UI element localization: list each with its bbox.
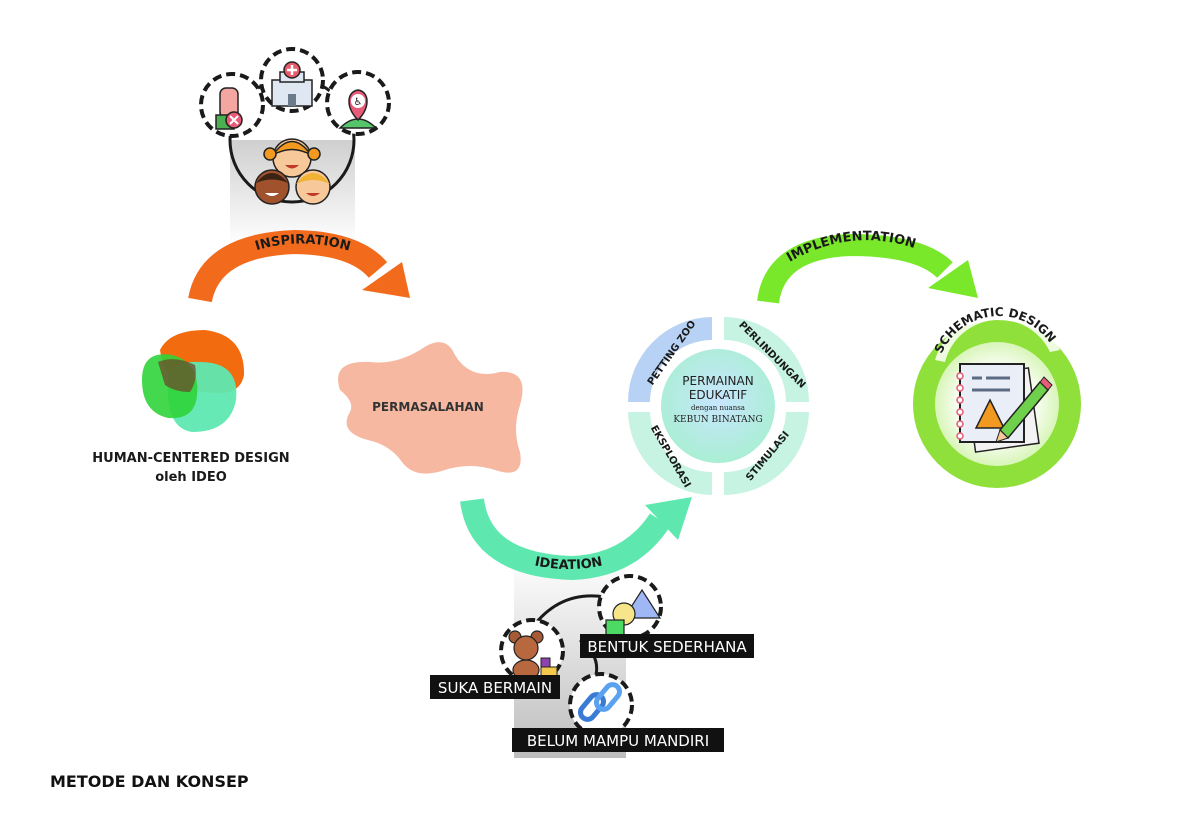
notebook-pencil-icon [956, 363, 1053, 453]
svg-text:♿: ♿ [354, 97, 363, 108]
hcd-subtitle: oleh IDEO [155, 470, 227, 485]
ideation-tag-2: BENTUK SEDERHANA [587, 638, 747, 656]
teddy-bear-icon [499, 618, 565, 684]
children-faces-icon [254, 138, 331, 205]
chain-link-icon [568, 672, 634, 738]
concept-center-line3: dengan nuansa [691, 404, 745, 412]
problem-blob [338, 342, 523, 474]
page-title: METODE DAN KONSEP [50, 772, 249, 791]
concept-center-line1: PERMAINAN [682, 374, 753, 388]
ideation-tag-2-bg [580, 634, 754, 658]
ideation-tag-1-bg [430, 675, 560, 699]
ideation-label: IDEATION [533, 554, 603, 573]
inspiration-arrow [188, 229, 410, 303]
concept-center-line2: EDUKATIF [689, 388, 747, 402]
svg-text:IDEATION: IDEATION [533, 554, 603, 573]
ideation-tag-3-bg [512, 728, 724, 752]
ideation-tag-3: BELUM MAMPU MANDIRI [527, 732, 709, 750]
human-centered-logo [142, 330, 245, 432]
hand-stop-icon [199, 72, 265, 138]
concept-center-line4: KEBUN BINATANG [673, 415, 762, 425]
accessibility-pin-icon: ♿ [325, 70, 391, 136]
problem-label: PERMASALAHAN [372, 400, 484, 414]
ideation-arrow [460, 497, 692, 581]
hcd-title: HUMAN-CENTERED DESIGN [92, 451, 289, 466]
hospital-icon [259, 47, 325, 113]
concept-ring [628, 317, 809, 495]
shapes-icon [597, 574, 663, 640]
implementation-arrow [757, 233, 978, 305]
inspiration-label: INSPIRATION [253, 232, 352, 254]
svg-text:INSPIRATION: INSPIRATION [253, 232, 352, 254]
ideation-tag-1: SUKA BERMAIN [438, 679, 552, 697]
